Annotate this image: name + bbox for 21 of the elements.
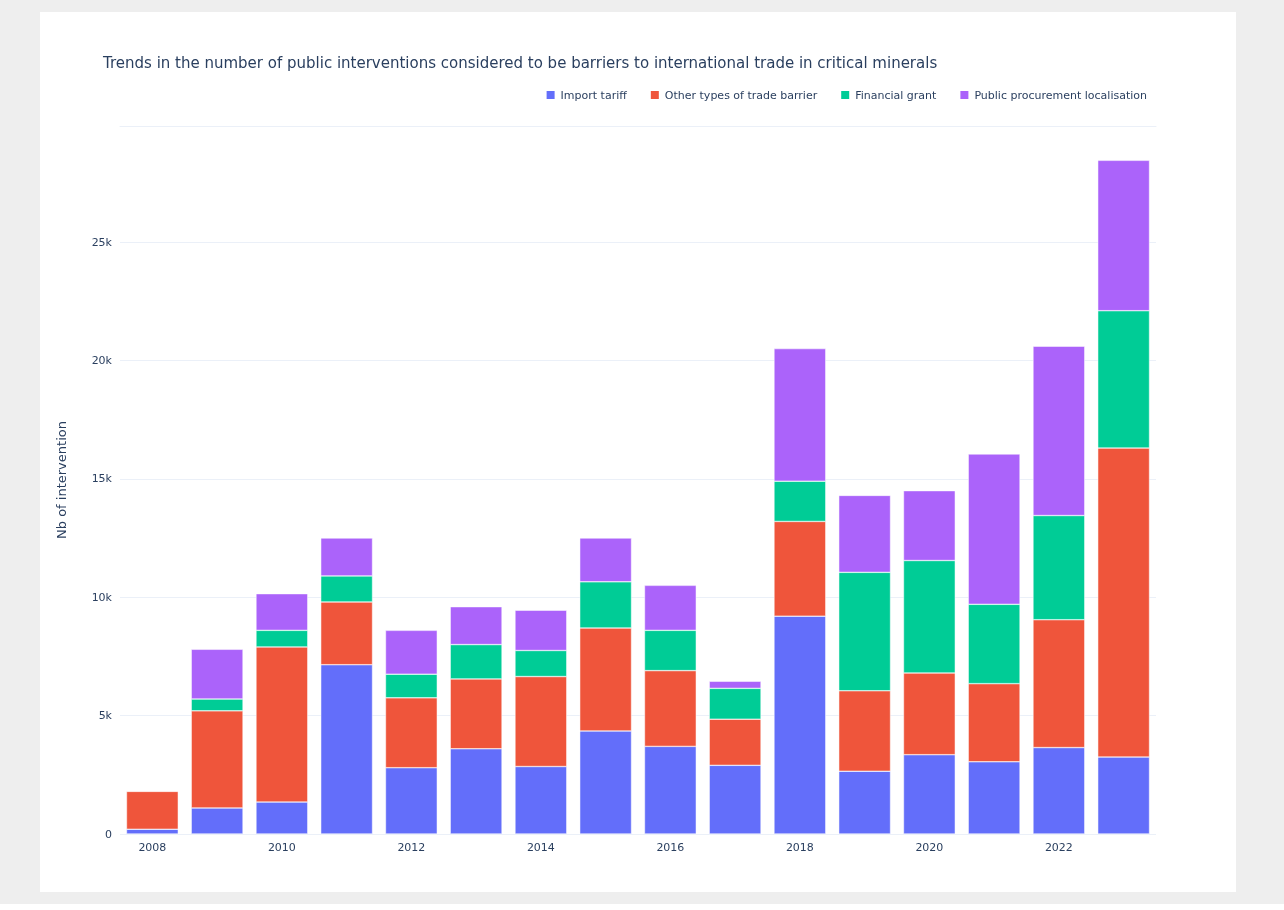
legend-label: Public procurement localisation [974, 88, 1148, 102]
x-tick-label: 2010 [267, 841, 296, 854]
x-tick-label: 2008 [138, 841, 167, 854]
chart-title: Trends in the number of public interventions considered to be barriers to international trade in critical minerals [102, 53, 938, 72]
y-tick-label: 25k [91, 235, 113, 249]
legend-label: Financial grant [855, 88, 938, 102]
x-tick-label: 2014 [526, 841, 555, 854]
legend-label: Other types of trade barrier [664, 88, 818, 102]
y-tick-label: 15k [91, 472, 113, 486]
x-tick-label: 2016 [656, 841, 685, 854]
y-tick-label: 0 [105, 827, 112, 841]
x-tick-label: 2018 [785, 841, 814, 854]
x-tick-label: 2012 [397, 841, 426, 854]
x-tick-label: 2020 [915, 841, 944, 854]
y-tick-label: 20k [91, 353, 113, 367]
legend-label: Import tariff [560, 88, 628, 102]
x-tick-label: 2022 [1044, 841, 1073, 854]
y-axis-title: Nb of intervention [54, 421, 69, 539]
bar [126, 791, 179, 830]
y-tick-label: 10k [91, 590, 113, 604]
y-tick-label: 5k [98, 709, 113, 723]
